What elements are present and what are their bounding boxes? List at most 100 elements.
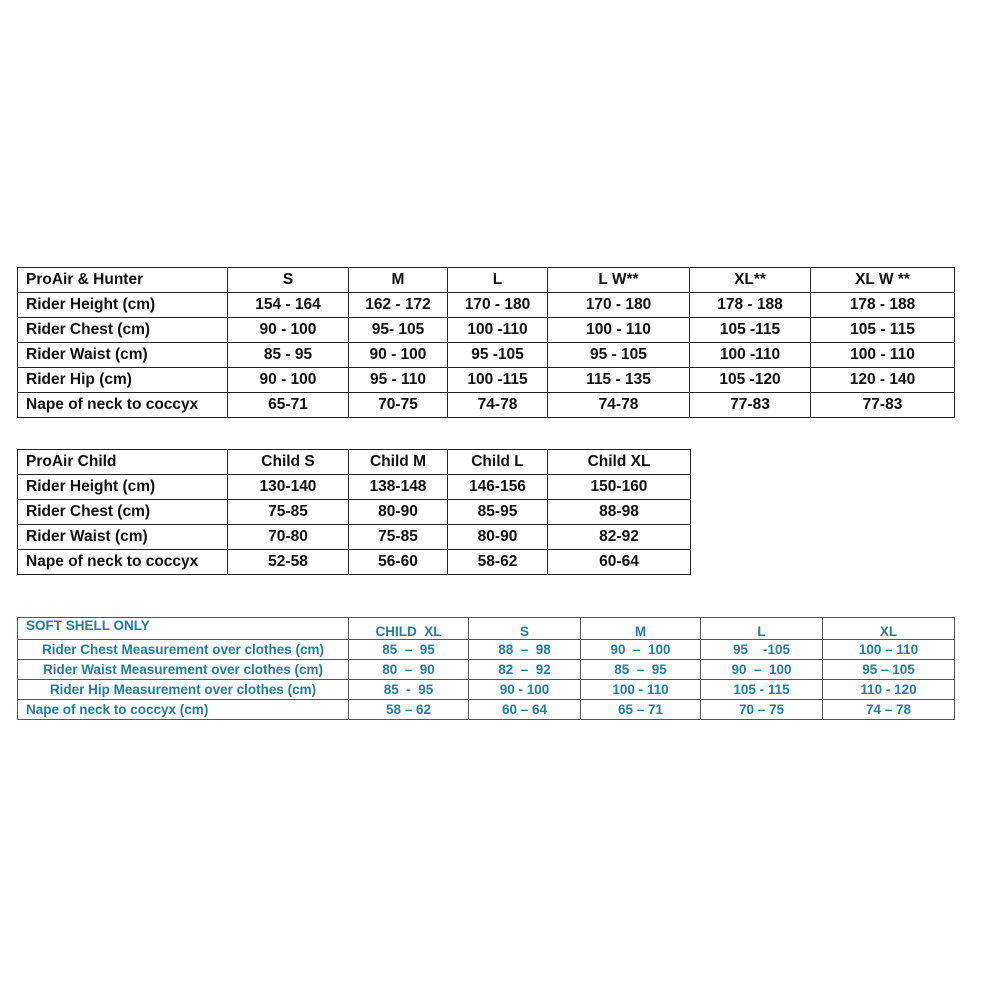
row-label-cell: Rider Waist Measurement over clothes (cm… <box>17 659 349 680</box>
measurement-cell: 105 - 115 <box>700 679 823 700</box>
row-label-cell: Rider Waist (cm) <box>17 342 228 368</box>
row-label-cell: Rider Chest (cm) <box>17 317 228 343</box>
size-header-cell: S <box>227 267 349 293</box>
table-row: Rider Waist (cm) 70-80 75-85 80-90 82-92 <box>17 524 691 550</box>
table-row: Rider Hip Measurement over clothes (cm) 8… <box>17 679 955 700</box>
size-header-cell: L <box>700 617 823 640</box>
measurement-cell: 95 -105 <box>700 639 823 660</box>
table-row: Rider Waist Measurement over clothes (cm… <box>17 659 955 680</box>
table-title-cell: ProAir & Hunter <box>17 267 228 293</box>
size-header-cell: S <box>468 617 581 640</box>
measurement-cell: 95 - 110 <box>348 367 448 393</box>
measurement-cell: 100 -110 <box>447 317 548 343</box>
size-header-cell: L <box>447 267 548 293</box>
measurement-cell: 100 - 110 <box>547 317 690 343</box>
measurement-cell: 162 - 172 <box>348 292 448 318</box>
measurement-cell: 100 - 110 <box>810 342 955 368</box>
header-row: SOFT SHELL ONLY CHILD XL S M L XL <box>17 617 955 640</box>
measurement-cell: 52-58 <box>227 549 349 575</box>
measurement-cell: 74-78 <box>547 392 690 418</box>
measurement-cell: 154 - 164 <box>227 292 349 318</box>
measurement-cell: 65-71 <box>227 392 349 418</box>
row-label-cell: Rider Height (cm) <box>17 474 228 500</box>
row-label-cell: Rider Chest (cm) <box>17 499 228 525</box>
table-row: Rider Height (cm) 154 - 164 162 - 172 170 -… <box>17 292 955 318</box>
measurement-cell: 65 – 71 <box>580 699 701 720</box>
measurement-cell: 58-62 <box>447 549 548 575</box>
measurement-cell: 105 - 115 <box>810 317 955 343</box>
measurement-cell: 110 - 120 <box>822 679 955 700</box>
measurement-cell: 82 – 92 <box>468 659 581 680</box>
table-row: Rider Chest (cm) 75-85 80-90 85-95 88-98 <box>17 499 691 525</box>
size-header-cell: Child XL <box>547 449 691 475</box>
size-header-cell: XL <box>822 617 955 640</box>
measurement-cell: 60-64 <box>547 549 691 575</box>
measurement-cell: 77-83 <box>810 392 955 418</box>
row-label-cell: Nape of neck to coccyx <box>17 392 228 418</box>
measurement-cell: 85 – 95 <box>580 659 701 680</box>
size-header-cell: Child L <box>447 449 548 475</box>
measurement-cell: 170 - 180 <box>447 292 548 318</box>
measurement-cell: 95- 105 <box>348 317 448 343</box>
size-header-cell: M <box>580 617 701 640</box>
measurement-cell: 150-160 <box>547 474 691 500</box>
measurement-cell: 88-98 <box>547 499 691 525</box>
measurement-cell: 70-80 <box>227 524 349 550</box>
table-row: Nape of neck to coccyx 65-71 70-75 74-78 74-… <box>17 392 955 418</box>
row-label-cell: Nape of neck to coccyx (cm) <box>17 699 349 720</box>
measurement-cell: 115 - 135 <box>547 367 690 393</box>
table-title-cell: SOFT SHELL ONLY <box>17 617 349 640</box>
header-row: ProAir Child Child S Child M Child L Child X… <box>17 449 691 475</box>
measurement-cell: 90 – 100 <box>580 639 701 660</box>
size-header-cell: Child M <box>348 449 448 475</box>
row-label-cell: Nape of neck to coccyx <box>17 549 228 575</box>
measurement-cell: 105 -120 <box>689 367 811 393</box>
size-header-cell: Child S <box>227 449 349 475</box>
measurement-cell: 74-78 <box>447 392 548 418</box>
measurement-cell: 100 -110 <box>689 342 811 368</box>
header-row: ProAir & Hunter S M L L W** XL** XL W ** <box>17 267 955 293</box>
table-row: Nape of neck to coccyx (cm) 58 – 62 60 – 6… <box>17 699 955 720</box>
measurement-cell: 88 – 98 <box>468 639 581 660</box>
measurement-cell: 95 -105 <box>447 342 548 368</box>
proair-hunter-size-table: ProAir & Hunter S M L L W** XL** XL W ** Rider … <box>17 267 955 418</box>
row-label-cell: Rider Hip (cm) <box>17 367 228 393</box>
measurement-cell: 75-85 <box>348 524 448 550</box>
row-label-cell: Rider Hip Measurement over clothes (cm) <box>17 679 349 700</box>
measurement-cell: 100 -115 <box>447 367 548 393</box>
measurement-cell: 90 - 100 <box>468 679 581 700</box>
size-header-cell: L W** <box>547 267 690 293</box>
measurement-cell: 82-92 <box>547 524 691 550</box>
table-row: Rider Chest (cm) 90 - 100 95- 105 100 -110 1… <box>17 317 955 343</box>
measurement-cell: 100 – 110 <box>822 639 955 660</box>
measurement-cell: 80-90 <box>447 524 548 550</box>
measurement-cell: 105 -115 <box>689 317 811 343</box>
measurement-cell: 85 - 95 <box>227 342 349 368</box>
measurement-cell: 80-90 <box>348 499 448 525</box>
measurement-cell: 85 - 95 <box>348 679 469 700</box>
measurement-cell: 120 - 140 <box>810 367 955 393</box>
size-header-cell: CHILD XL <box>348 617 469 640</box>
measurement-cell: 95 – 105 <box>822 659 955 680</box>
measurement-cell: 70-75 <box>348 392 448 418</box>
measurement-cell: 130-140 <box>227 474 349 500</box>
soft-shell-size-table: SOFT SHELL ONLY CHILD XL S M L XL Rider Chest … <box>17 617 955 720</box>
size-header-cell: XL** <box>689 267 811 293</box>
measurement-cell: 56-60 <box>348 549 448 575</box>
table-row: Rider Waist (cm) 85 - 95 90 - 100 95 -105 95… <box>17 342 955 368</box>
measurement-cell: 74 – 78 <box>822 699 955 720</box>
measurement-cell: 138-148 <box>348 474 448 500</box>
size-header-cell: M <box>348 267 448 293</box>
table-title-cell: ProAir Child <box>17 449 228 475</box>
measurement-cell: 85 – 95 <box>348 639 469 660</box>
measurement-cell: 85-95 <box>447 499 548 525</box>
measurement-cell: 80 – 90 <box>348 659 469 680</box>
measurement-cell: 90 - 100 <box>348 342 448 368</box>
table-row: Rider Hip (cm) 90 - 100 95 - 110 100 -115 11… <box>17 367 955 393</box>
measurement-cell: 70 – 75 <box>700 699 823 720</box>
measurement-cell: 100 - 110 <box>580 679 701 700</box>
measurement-cell: 90 - 100 <box>227 317 349 343</box>
measurement-cell: 60 – 64 <box>468 699 581 720</box>
measurement-cell: 178 - 188 <box>810 292 955 318</box>
row-label-cell: Rider Chest Measurement over clothes (cm… <box>17 639 349 660</box>
